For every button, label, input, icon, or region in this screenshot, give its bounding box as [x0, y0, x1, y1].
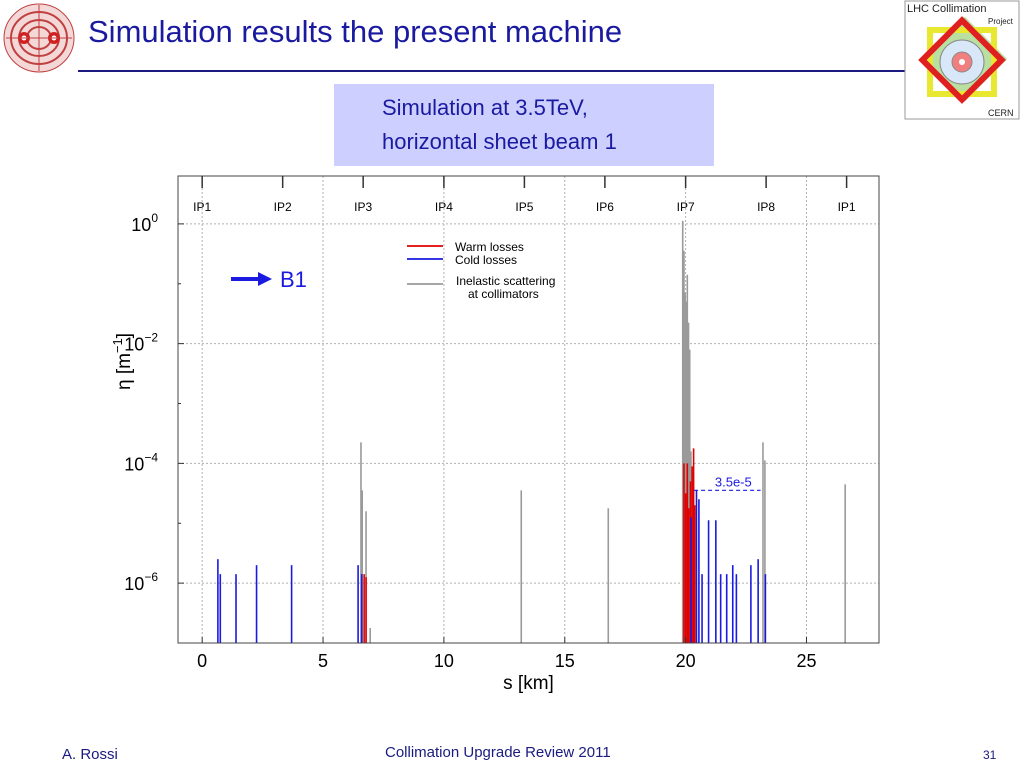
x-tick-label: 15 — [555, 651, 575, 671]
y-axis-label: η [m−1] — [110, 333, 135, 390]
legend-label-warm: Warm losses — [455, 240, 524, 254]
bars-layer — [217, 220, 846, 643]
y-tick-label: 100 — [131, 211, 158, 235]
legend-label-inelastic: Inelastic scattering — [456, 274, 555, 288]
ip-label: IP1 — [193, 200, 211, 214]
logo-title-text: LHC Collimation — [907, 3, 986, 15]
beam-arrow-head — [258, 272, 272, 286]
footer-event: Collimation Upgrade Review 2011 — [385, 744, 611, 761]
ip-markers: IP1 IP2 IP3 IP4 IP5 IP6 IP7 IP8 IP1 — [193, 176, 856, 214]
x-tick-label: 5 — [318, 651, 328, 671]
page-number: 31 — [983, 748, 997, 762]
legend-label-inelastic-2: at collimators — [468, 287, 539, 301]
logo-cern-text: CERN — [988, 108, 1014, 118]
x-tick-label: 25 — [796, 651, 816, 671]
plot-frame — [177, 175, 880, 644]
callout-line-2: horizontal sheet beam 1 — [382, 129, 617, 154]
threshold-label: 3.5e-5 — [715, 474, 752, 489]
footer-author: A. Rossi — [62, 746, 118, 763]
lhc-collimation-logo: LHC Collimation Project CERN — [904, 0, 1020, 120]
ip-label: IP4 — [435, 200, 453, 214]
ip-label: IP2 — [274, 200, 292, 214]
legend-label-cold: Cold losses — [455, 253, 517, 267]
axes: 0 5 10 15 20 25 100 10−2 10−4 10−6 s [km] η [m−1] — [110, 211, 816, 694]
x-tick-label: 0 — [197, 651, 207, 671]
simulation-callout: Simulation at 3.5TeV, horizontal sheet b… — [334, 84, 714, 166]
ip-label: IP1 — [838, 200, 856, 214]
slide-title: Simulation results the present machine — [88, 14, 623, 49]
logo-project-text: Project — [988, 17, 1014, 26]
x-tick-label: 10 — [434, 651, 454, 671]
lhc-logo — [3, 3, 75, 73]
x-tick-label: 20 — [676, 651, 696, 671]
beam-label: B1 — [280, 267, 307, 292]
ip-label: IP5 — [515, 200, 533, 214]
ip-label: IP6 — [596, 200, 614, 214]
x-axis-label: s [km] — [503, 673, 554, 694]
y-tick-label: 10−4 — [124, 450, 158, 474]
grid-layer — [178, 176, 879, 643]
callout-line-1: Simulation at 3.5TeV, — [382, 95, 588, 120]
ip-label: IP3 — [354, 200, 372, 214]
ip-label: IP7 — [677, 200, 695, 214]
y-tick-label: 10−2 — [124, 331, 158, 355]
y-tick-label: 10−6 — [124, 570, 158, 594]
annotations: B1 3.5e-5 — [231, 267, 761, 491]
ip-label: IP8 — [757, 200, 775, 214]
title-rule — [78, 70, 908, 72]
